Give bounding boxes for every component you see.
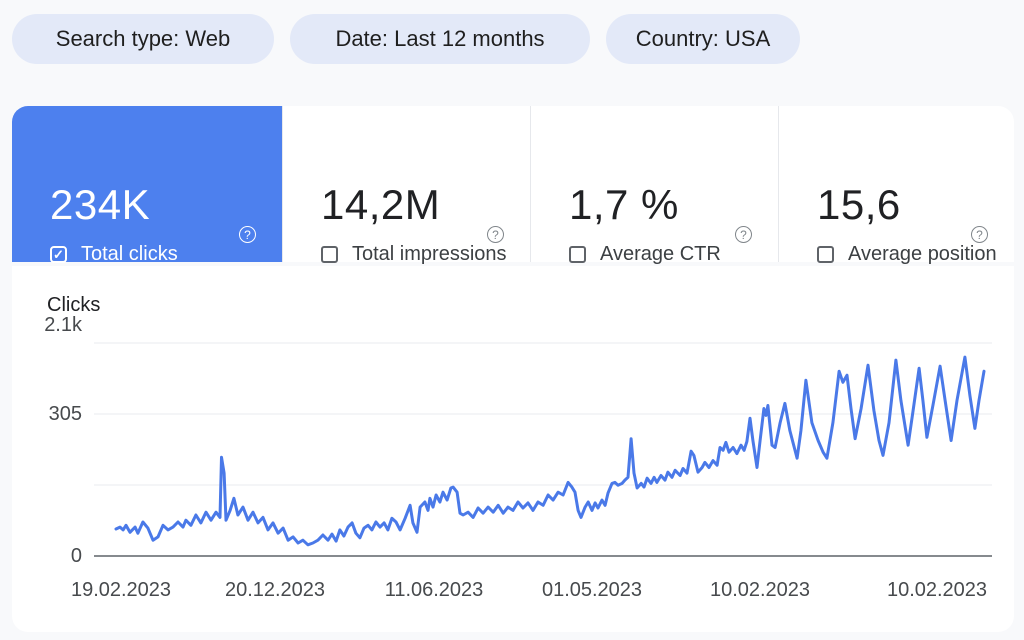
metric-value: 15,6 [817,181,901,228]
metric-label: Total impressions [352,242,507,265]
filter-chip-date-range[interactable]: Date: Last 12 months [290,14,590,64]
y-tick-305: 305 [48,403,82,425]
y-tick-2100: 2.1k [44,314,82,336]
metric-toggle-row: ✓ Total impressions [321,242,507,266]
clicks-line [114,355,986,547]
metric-toggle-row: ✓ Average position [817,242,997,266]
x-tick-date: 01.05.2023 [541,579,643,601]
filter-bar: Search type: Web Date: Last 12 months Co… [12,14,800,64]
metric-card-total-impressions[interactable]: ✓ Total impressions 14,2M ? [282,106,530,265]
metric-card-total-clicks[interactable]: ✓ Total clicks 234K ? [12,106,282,265]
help-icon[interactable]: ? [487,226,504,243]
metric-toggle-row: ✓ Average CTR [569,242,721,266]
help-icon[interactable]: ? [971,226,988,243]
metric-card-average-ctr[interactable]: ✓ Average CTR 1,7 % ? [530,106,778,265]
metric-toggle-row: ✓ Total clicks [50,242,178,266]
checkbox-unchecked-icon[interactable]: ✓ [321,245,338,263]
checkbox-checked-icon[interactable]: ✓ [50,245,67,263]
metric-label: Average CTR [600,242,721,265]
help-icon[interactable]: ? [239,226,256,243]
y-axis-title: Clicks [47,294,101,316]
x-tick-date: 10.02.2023 [886,579,988,601]
x-tick-date: 11.06.2023 [384,579,484,601]
help-icon[interactable]: ? [735,226,752,243]
checkbox-unchecked-icon[interactable]: ✓ [569,245,586,263]
metric-label: Total clicks [81,242,178,265]
metric-cards-panel: ✓ Total clicks 234K ? ✓ Total impression… [12,106,1014,265]
x-tick-date: 20.12.2023 [224,579,326,601]
metric-value: 1,7 % [569,181,679,228]
x-tick-date: 10.02.2023 [709,579,811,601]
metric-card-average-position[interactable]: ✓ Average position 15,6 ? [778,106,1014,265]
filter-chip-country[interactable]: Country: USA [606,14,800,64]
clicks-chart-card: Clicks 2.1k 305 0 19.02.2023 20.12.2023 … [12,266,1014,632]
filter-chip-search-type[interactable]: Search type: Web [12,14,274,64]
metric-value: 234K [50,181,151,228]
metric-label: Average position [848,242,997,265]
checkbox-unchecked-icon[interactable]: ✓ [817,245,834,263]
x-tick-date: 19.02.2023 [70,579,172,601]
metric-value: 14,2M [321,181,441,228]
clicks-line-chart [94,342,992,557]
y-tick-0: 0 [70,545,82,567]
